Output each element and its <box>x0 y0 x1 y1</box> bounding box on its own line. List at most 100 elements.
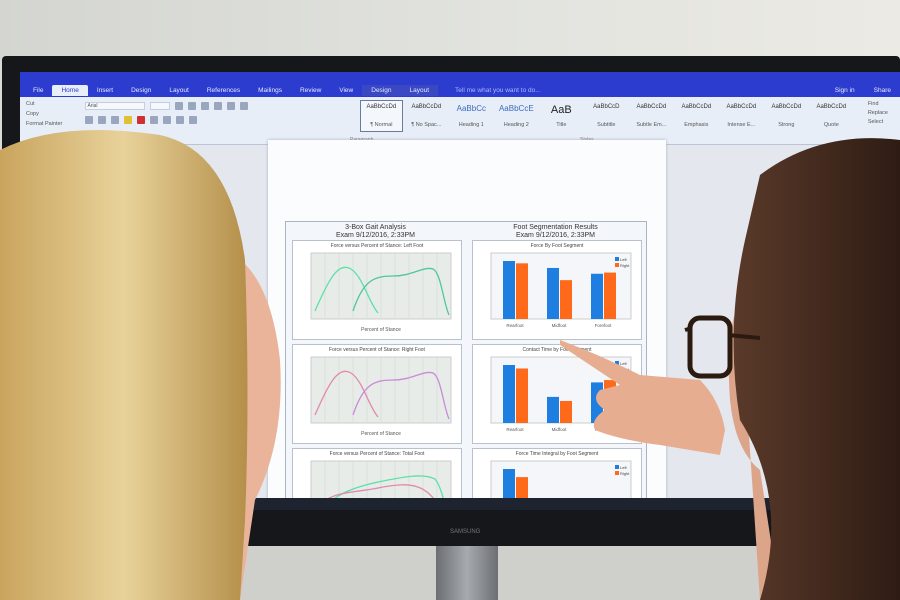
bold-icon[interactable] <box>84 116 93 124</box>
tab-references[interactable]: References <box>206 87 241 94</box>
style-subtitle[interactable]: AaBbCcD Subtitle <box>585 100 628 132</box>
style-normal[interactable]: AaBbCcDd ¶ Normal <box>359 100 403 132</box>
numbering-icon[interactable] <box>213 102 222 110</box>
sign-in-link[interactable]: Sign in <box>834 87 855 94</box>
tab-layout[interactable]: Layout <box>169 87 189 94</box>
replace-button[interactable]: Replace <box>867 110 888 116</box>
chart-title: Force versus Percent of Stance: Right Fo… <box>329 347 425 353</box>
pointing-hand <box>560 340 725 455</box>
style-preview: AaBbCcD <box>593 104 620 110</box>
series-line <box>352 371 450 420</box>
legend-label: Right <box>620 263 630 268</box>
chart-title: Force Time Integral by Foot Segment <box>515 451 599 457</box>
style-title[interactable]: AaB Title <box>540 100 583 132</box>
share-button[interactable]: Share <box>873 87 891 94</box>
chart-title: Force By Foot Segment <box>530 243 584 249</box>
style-name: Strong <box>778 122 795 128</box>
tab-layout-context[interactable]: Layout <box>400 85 439 96</box>
tab-design-context[interactable]: Design <box>362 85 401 96</box>
font-name-select[interactable]: Arial <box>84 102 145 110</box>
glasses-icon <box>684 315 761 379</box>
bar-right <box>560 400 572 423</box>
grow-font-icon[interactable] <box>174 102 183 110</box>
find-button[interactable]: Find <box>867 101 879 107</box>
indent-icon[interactable] <box>226 102 235 110</box>
chart: Force versus Percent of Stance: Right Fo… <box>292 344 462 444</box>
right-title: Foot Segmentation Results <box>513 224 598 231</box>
shading-icon[interactable] <box>175 116 184 124</box>
tab-home[interactable]: Home <box>52 85 88 96</box>
font-color-icon[interactable] <box>136 116 145 124</box>
style-preview: AaBbCcDd <box>411 104 442 110</box>
legend-label: Left <box>620 361 628 366</box>
left-subtitle: Exam 9/12/2016, 2:33PM <box>336 232 415 239</box>
font-size-select[interactable] <box>149 102 170 110</box>
bar-left <box>591 273 603 319</box>
style-name: Heading 1 <box>458 122 484 128</box>
editing-group: Find Replace Select <box>856 97 900 144</box>
bar-right <box>604 272 616 319</box>
tab-mailings[interactable]: Mailings <box>258 87 282 94</box>
chart: Force By Foot Segment Rearfoot Midfoot Fore… <box>472 240 642 340</box>
borders-icon[interactable] <box>188 116 197 124</box>
monitor-stand <box>436 540 498 600</box>
pilcrow-icon[interactable] <box>239 102 248 110</box>
monitor-brand: SAMSUNG <box>450 529 481 535</box>
tab-insert[interactable]: Insert <box>96 87 114 94</box>
style-emphasis[interactable]: AaBbCcDd Emphasis <box>675 100 718 132</box>
tab-review[interactable]: Review <box>299 87 322 94</box>
ribbon-tabs: File Home Insert Design Layout References Mail… <box>20 84 900 97</box>
style-name: Intense E... <box>727 122 756 128</box>
chart-plot: Percent of Stance <box>310 252 452 333</box>
tab-design[interactable]: Design <box>131 87 152 94</box>
series-line <box>314 370 379 418</box>
style-quote[interactable]: AaBbCcDd Quote <box>810 100 853 132</box>
style-name: Quote <box>823 122 839 128</box>
style-name: ¶ No Spac... <box>411 122 442 128</box>
format-painter-button[interactable]: Format Painter <box>26 121 63 127</box>
x-axis-label: Percent of Stance <box>361 327 401 333</box>
category-label: Midfoot <box>552 427 568 432</box>
clipboard-group: Cut Copy Format Painter <box>20 97 80 144</box>
tell-me-search[interactable]: Tell me what you want to do... <box>455 87 541 94</box>
tab-view[interactable]: View <box>339 87 354 94</box>
category-label: Rearfoot <box>506 427 524 432</box>
chart-plot: Percent of Stance <box>310 356 452 437</box>
select-button[interactable]: Select <box>867 119 884 125</box>
font-group: Arial <box>80 97 357 144</box>
bullets-icon[interactable] <box>200 102 209 110</box>
highlight-icon[interactable] <box>123 116 132 124</box>
align-left-icon[interactable] <box>149 116 158 124</box>
italic-icon[interactable] <box>97 116 106 124</box>
shrink-font-icon[interactable] <box>187 102 196 110</box>
series-line <box>314 484 442 510</box>
bar-right <box>516 368 528 423</box>
ribbon: Cut Copy Format Painter Arial AaBbCcDd ¶ No… <box>20 97 900 145</box>
style-intense-e[interactable]: AaBbCcDd Intense E... <box>720 100 763 132</box>
right-subtitle: Exam 9/12/2016, 2:33PM <box>516 232 595 239</box>
style-preview: AaBbCc <box>456 104 486 113</box>
style-heading-2[interactable]: AaBbCcE Heading 2 <box>495 100 538 132</box>
cut-button[interactable]: Cut <box>26 101 35 107</box>
align-center-icon[interactable] <box>162 116 171 124</box>
legend-swatch <box>615 257 619 261</box>
style-no-spac[interactable]: AaBbCcDd ¶ No Spac... <box>405 100 448 132</box>
copy-button[interactable]: Copy <box>26 111 39 117</box>
style-preview: AaBbCcDd <box>771 104 802 110</box>
category-label: Midfoot <box>552 323 568 328</box>
chart: Force versus Percent of Stance: Left Foo… <box>292 240 462 340</box>
style-heading-1[interactable]: AaBbCc Heading 1 <box>450 100 493 132</box>
style-preview: AaBbCcDd <box>366 104 397 110</box>
style-strong[interactable]: AaBbCcDd Strong <box>765 100 808 132</box>
tab-file[interactable]: File <box>33 87 44 94</box>
style-name: Heading 2 <box>503 122 529 128</box>
underline-icon[interactable] <box>110 116 119 124</box>
style-name: Emphasis <box>684 122 709 128</box>
category-label: Forefoot <box>595 323 613 328</box>
legend-label: Right <box>620 471 630 476</box>
bar-right <box>516 263 528 319</box>
style-preview: AaBbCcDd <box>636 104 667 110</box>
style-subtle-em[interactable]: AaBbCcDd Subtle Em... <box>630 100 673 132</box>
